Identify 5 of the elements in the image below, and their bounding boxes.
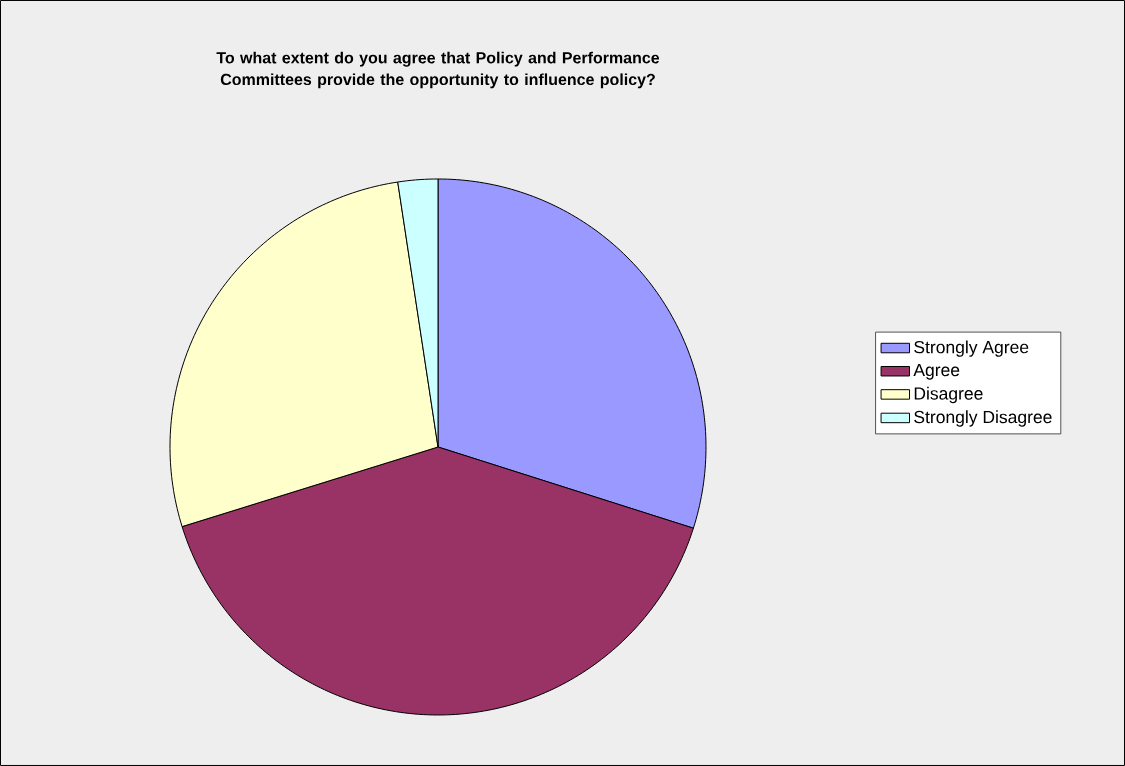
chart-title: To what extent do you agree that Policy and Performance Committees provide the opportunity to influence policy? bbox=[216, 51, 660, 89]
legend-label: Strongly Agree bbox=[914, 340, 1029, 357]
legend-label: Disagree bbox=[914, 386, 983, 404]
legend-label: Strongly Disagree bbox=[914, 410, 1052, 427]
legend-label: Agree bbox=[913, 363, 960, 380]
